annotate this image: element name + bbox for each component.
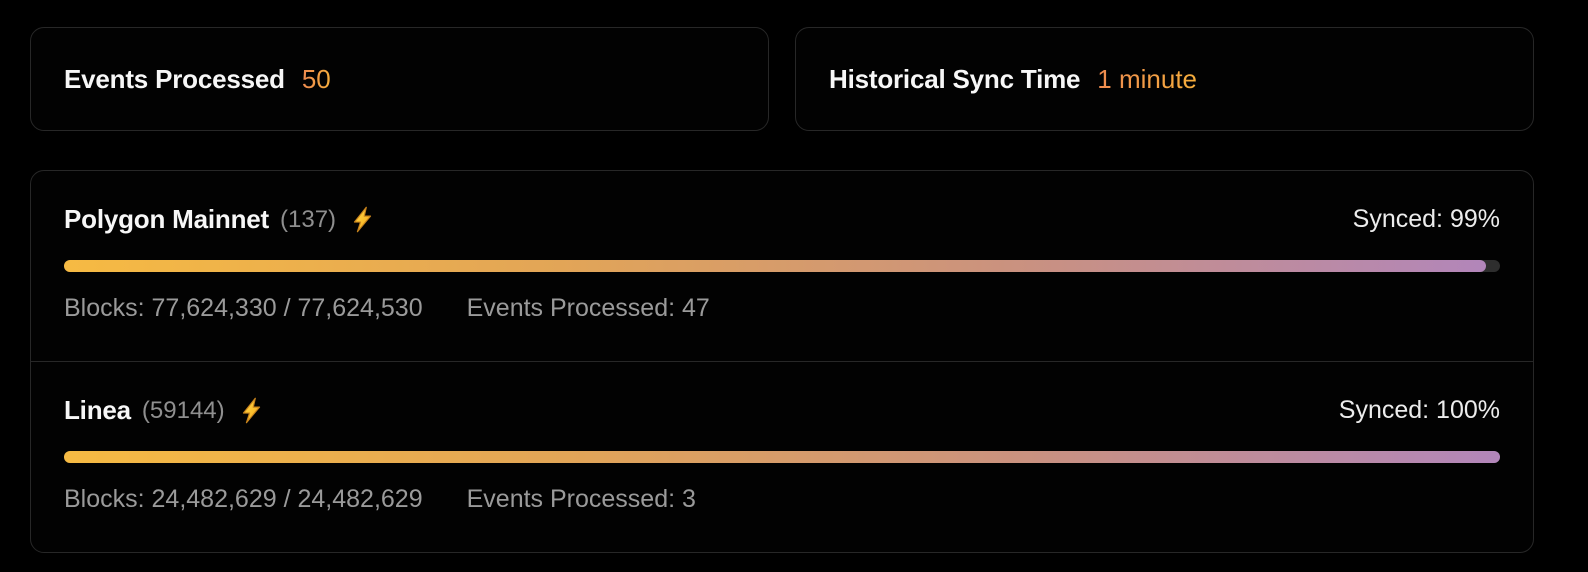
network-meta: Blocks: 24,482,629 / 24,482,629 Events P… [64, 485, 1500, 514]
chain-id: (137) [280, 205, 337, 233]
network-header: Linea (59144) Synced: 100% [64, 395, 1500, 426]
progress-fill [64, 451, 1500, 463]
events-processed-value: 50 [301, 63, 331, 94]
synced-percent: Synced: 99% [1352, 205, 1500, 233]
sync-dashboard: Events Processed 50 Historical Sync Time… [30, 27, 1534, 553]
events-processed-card: Events Processed 50 [30, 27, 769, 131]
historical-sync-time-label: Historical Sync Time [829, 63, 1081, 94]
historical-sync-time-card: Historical Sync Time 1 minute [795, 27, 1534, 131]
blocks-count: Blocks: 77,624,330 / 77,624,530 [64, 294, 423, 322]
events-count: Events Processed: 3 [466, 485, 696, 513]
stats-row: Events Processed 50 Historical Sync Time… [30, 27, 1534, 131]
network-meta: Blocks: 77,624,330 / 77,624,530 Events P… [64, 294, 1500, 323]
lightning-icon [353, 206, 372, 233]
synced-percent: Synced: 100% [1338, 396, 1500, 424]
blocks-count: Blocks: 24,482,629 / 24,482,629 [64, 485, 423, 513]
chain-id: (59144) [141, 396, 225, 424]
events-count: Events Processed: 47 [466, 294, 710, 322]
events-processed-label: Events Processed [64, 63, 285, 94]
network-name: Polygon Mainnet [64, 204, 270, 234]
network-header: Polygon Mainnet (137) Synced: 99% [64, 204, 1500, 235]
networks-sync-card: Polygon Mainnet (137) Synced: 99% Blocks… [30, 170, 1534, 553]
progress-fill [64, 260, 1486, 272]
progress-track [64, 451, 1500, 463]
lightning-icon [242, 397, 260, 424]
network-name: Linea [64, 395, 131, 425]
historical-sync-time-value: 1 minute [1097, 63, 1198, 94]
network-row-polygon: Polygon Mainnet (137) Synced: 99% Blocks… [31, 171, 1533, 361]
network-row-linea: Linea (59144) Synced: 100% Blocks: 24,48… [31, 361, 1533, 552]
progress-track [64, 260, 1500, 272]
